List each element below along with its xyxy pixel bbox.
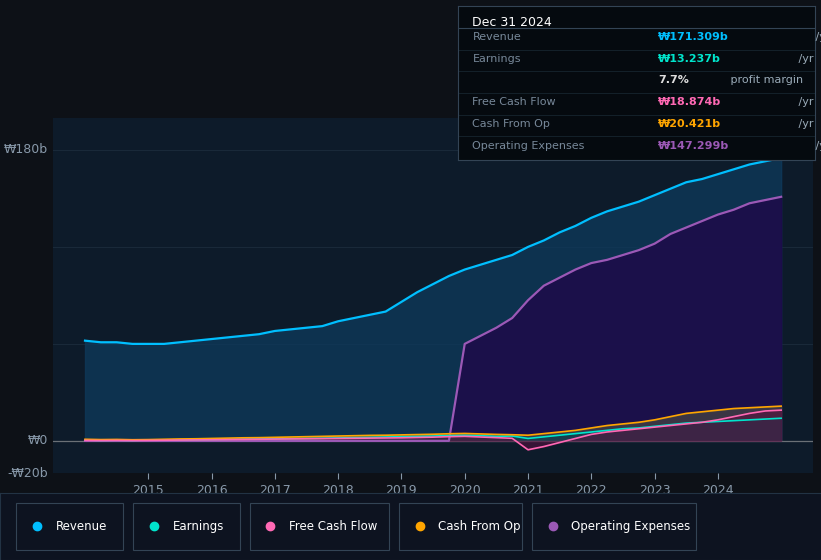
Bar xyxy=(16,503,123,550)
Text: Operating Expenses: Operating Expenses xyxy=(472,141,585,151)
Bar xyxy=(133,503,240,550)
Text: Operating Expenses: Operating Expenses xyxy=(571,520,690,533)
Text: Cash From Op: Cash From Op xyxy=(472,119,550,129)
Text: ₩0: ₩0 xyxy=(27,435,48,447)
Text: Cash From Op: Cash From Op xyxy=(438,520,521,533)
Text: -₩20b: -₩20b xyxy=(7,466,48,480)
Text: ₩18.874b: ₩18.874b xyxy=(658,97,722,107)
Text: /yr: /yr xyxy=(813,32,821,42)
Text: ₩13.237b: ₩13.237b xyxy=(658,54,721,64)
Text: Revenue: Revenue xyxy=(472,32,521,42)
Text: Dec 31 2024: Dec 31 2024 xyxy=(472,16,553,29)
Bar xyxy=(532,503,696,550)
Text: ₩180b: ₩180b xyxy=(3,143,48,156)
Text: /yr: /yr xyxy=(796,119,814,129)
Text: Revenue: Revenue xyxy=(56,520,108,533)
Text: profit margin: profit margin xyxy=(727,76,803,86)
Bar xyxy=(399,503,522,550)
Text: Free Cash Flow: Free Cash Flow xyxy=(472,97,556,107)
Text: 7.7%: 7.7% xyxy=(658,76,689,86)
Text: Free Cash Flow: Free Cash Flow xyxy=(289,520,378,533)
Text: ₩20.421b: ₩20.421b xyxy=(658,119,721,129)
Text: /yr: /yr xyxy=(796,54,814,64)
Text: ₩147.299b: ₩147.299b xyxy=(658,141,729,151)
Text: Earnings: Earnings xyxy=(172,520,224,533)
Text: /yr: /yr xyxy=(813,141,821,151)
Text: /yr: /yr xyxy=(796,97,814,107)
Bar xyxy=(250,503,389,550)
Text: ₩171.309b: ₩171.309b xyxy=(658,32,729,42)
Text: Earnings: Earnings xyxy=(472,54,521,64)
